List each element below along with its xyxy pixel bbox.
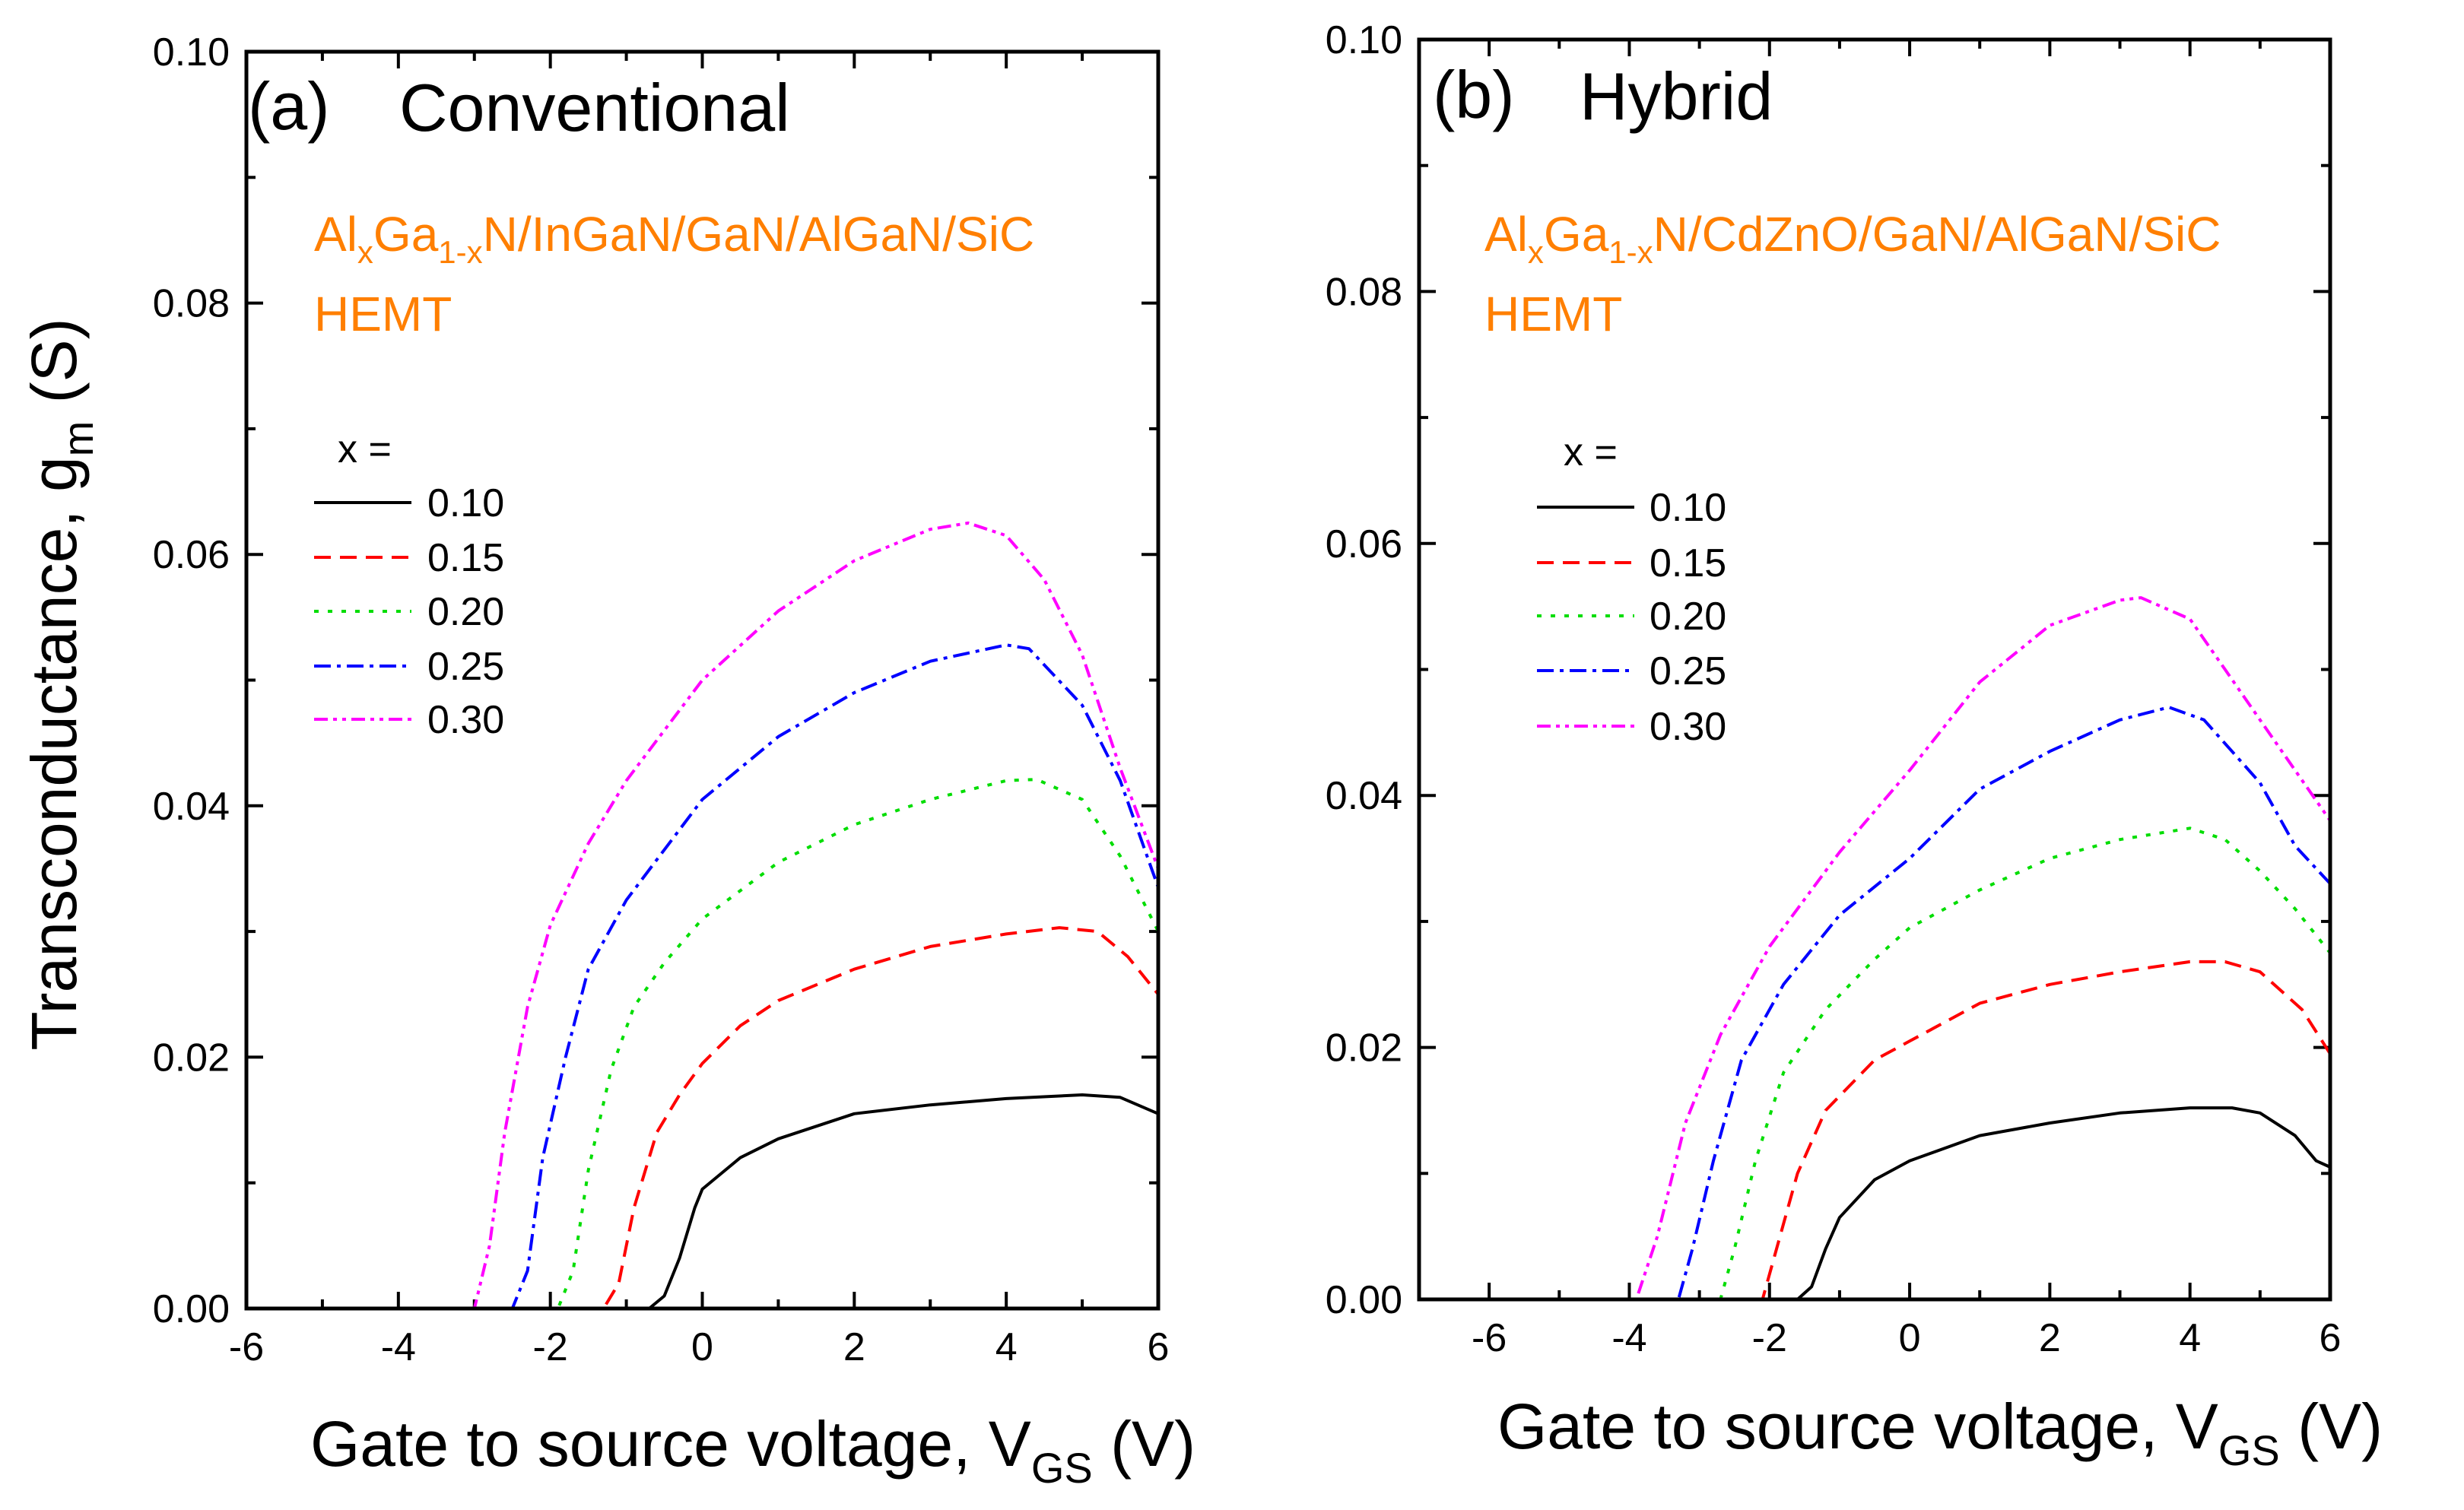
x-tick-label: 6 [2320, 1316, 2342, 1360]
x-tick-label: -6 [1472, 1316, 1507, 1360]
panel-b-material: AlxGa1-xN/CdZnO/GaN/AlGaN/SiC [1484, 207, 2221, 270]
panel-b-plot: -6 -4 -2 0 2 4 6 0.00 0.02 0.04 0.06 0.08 0.10 0.10 0.… [1326, 18, 2342, 1360]
legend-label: 0.20 [1650, 595, 1726, 639]
series-line-x-0_25 [1419, 706, 2332, 1301]
x-tick-label: 2 [843, 1325, 865, 1369]
series-line-x-0_10 [1419, 1106, 2331, 1301]
legend-label: 0.15 [1650, 541, 1726, 585]
y-tick-label: 0.02 [153, 1036, 230, 1080]
x-tick-label: -2 [1752, 1316, 1787, 1360]
legend-label: 0.10 [427, 481, 504, 525]
y-tick-label: 0.10 [1326, 18, 1402, 62]
panel-a-material: AlxGa1-xN/InGaN/GaN/AlGaN/SiC [314, 207, 1034, 270]
panel-b-title: Hybrid [1580, 59, 1773, 134]
x-tick-label: 4 [2179, 1316, 2201, 1360]
series-line-x-0_20 [246, 778, 1160, 1310]
x-tick-label: 2 [2039, 1316, 2061, 1360]
series-line-x-0_15 [246, 926, 1160, 1310]
panel-b-device: HEMT [1484, 287, 1622, 341]
panel-a-device: HEMT [314, 287, 452, 341]
legend-label: 0.30 [427, 698, 504, 742]
panel-a-label: (a) [248, 68, 330, 144]
legend-label: 0.30 [1650, 705, 1726, 749]
x-tick-label: 0 [691, 1325, 713, 1369]
y-tick-label: 0.02 [1326, 1026, 1402, 1071]
y-tick-label: 0.10 [153, 30, 230, 75]
plot-frame [1417, 37, 2332, 1302]
y-tick-label: 0.04 [1326, 774, 1402, 818]
panel-a-legend-title: x = [338, 427, 392, 471]
y-tick-label: 0.06 [1326, 522, 1402, 566]
plot-frame [244, 49, 1161, 1311]
legend-label: 0.20 [427, 590, 504, 634]
y-tick-label: 0.08 [153, 282, 230, 326]
panel-a: (a) Conventional AlxGa1-xN/InGaN/GaN/AlG… [18, 68, 1195, 1492]
y-tick-label: 0.04 [153, 785, 230, 829]
x-tick-label: 4 [995, 1325, 1018, 1369]
panel-b: (b) Hybrid AlxGa1-xN/CdZnO/GaN/AlGaN/SiC… [1433, 57, 2383, 1474]
panel-b-x-axis-title: Gate to source voltage, VGS (V) [1497, 1391, 2383, 1474]
panel-b-label: (b) [1433, 57, 1515, 132]
y-tick-label: 0.00 [1326, 1278, 1402, 1322]
y-tick-label: 0.06 [153, 533, 230, 577]
panel-a-y-axis-title: Transconductance, gm (S) [18, 318, 102, 1050]
series-line-x-0_30 [246, 521, 1160, 1310]
y-tick-label: 0.00 [153, 1287, 230, 1331]
legend-label: 0.15 [427, 536, 504, 580]
x-tick-label: -4 [1611, 1316, 1646, 1360]
legend-label: 0.10 [1650, 486, 1726, 530]
panel-b-legend-title: x = [1564, 430, 1618, 474]
legend-label: 0.25 [427, 645, 504, 689]
panel-a-x-axis-title: Gate to source voltage, VGS (V) [310, 1408, 1195, 1492]
series-line-x-0_30 [1419, 596, 2332, 1301]
series-line-x-0_25 [246, 643, 1160, 1310]
x-tick-label: 0 [1899, 1316, 1921, 1360]
x-tick-label: -4 [381, 1325, 416, 1369]
x-tick-label: 6 [1148, 1325, 1170, 1369]
series-line-x-0_15 [1419, 960, 2332, 1301]
y-tick-label: 0.08 [1326, 270, 1402, 314]
legend-label: 0.25 [1650, 649, 1726, 693]
x-tick-label: -2 [533, 1325, 568, 1369]
series-line-x-0_10 [246, 1093, 1159, 1310]
panel-a-title: Conventional [399, 70, 790, 145]
x-tick-label: -6 [229, 1325, 264, 1369]
panel-a-plot: -6 -4 -2 0 2 4 6 0.00 0.02 0.04 0.06 0.08 0.10 0.10 0.… [153, 30, 1170, 1369]
series-line-x-0_20 [1419, 826, 2332, 1301]
